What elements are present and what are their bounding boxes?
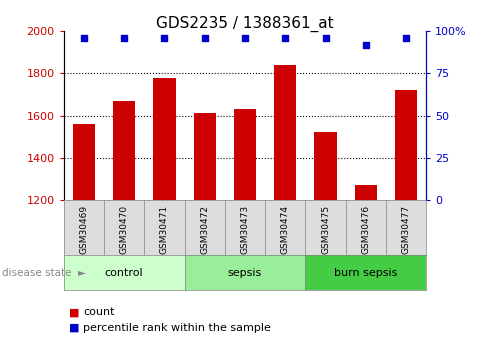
Text: GDS2235 / 1388361_at: GDS2235 / 1388361_at bbox=[156, 16, 334, 32]
Point bbox=[281, 35, 289, 41]
Bar bbox=[315, 132, 337, 200]
Point bbox=[161, 35, 169, 41]
Text: ■: ■ bbox=[69, 323, 79, 333]
Bar bbox=[153, 78, 175, 200]
Text: GSM30474: GSM30474 bbox=[281, 205, 290, 254]
Text: GSM30476: GSM30476 bbox=[361, 205, 370, 254]
Bar bbox=[355, 185, 377, 200]
Bar bbox=[73, 124, 95, 200]
Text: sepsis: sepsis bbox=[228, 268, 262, 277]
Text: count: count bbox=[83, 307, 115, 317]
Text: control: control bbox=[105, 268, 144, 277]
Text: disease state  ►: disease state ► bbox=[2, 268, 86, 277]
Text: ■: ■ bbox=[69, 307, 79, 317]
Text: GSM30470: GSM30470 bbox=[120, 205, 129, 254]
Text: GSM30471: GSM30471 bbox=[160, 205, 169, 254]
Text: GSM30477: GSM30477 bbox=[402, 205, 411, 254]
Point bbox=[321, 35, 329, 41]
Point bbox=[201, 35, 209, 41]
Text: percentile rank within the sample: percentile rank within the sample bbox=[83, 323, 271, 333]
Point bbox=[120, 35, 128, 41]
Point bbox=[241, 35, 249, 41]
Bar bbox=[113, 101, 135, 200]
Text: GSM30475: GSM30475 bbox=[321, 205, 330, 254]
Text: GSM30469: GSM30469 bbox=[79, 205, 88, 254]
Point bbox=[80, 35, 88, 41]
Point bbox=[402, 35, 410, 41]
Bar bbox=[234, 109, 256, 200]
Bar bbox=[274, 65, 296, 200]
Text: GSM30472: GSM30472 bbox=[200, 205, 209, 254]
Bar bbox=[194, 114, 216, 200]
Text: GSM30473: GSM30473 bbox=[241, 205, 249, 254]
Text: burn sepsis: burn sepsis bbox=[334, 268, 397, 277]
Bar bbox=[395, 90, 417, 200]
Point bbox=[362, 42, 370, 47]
